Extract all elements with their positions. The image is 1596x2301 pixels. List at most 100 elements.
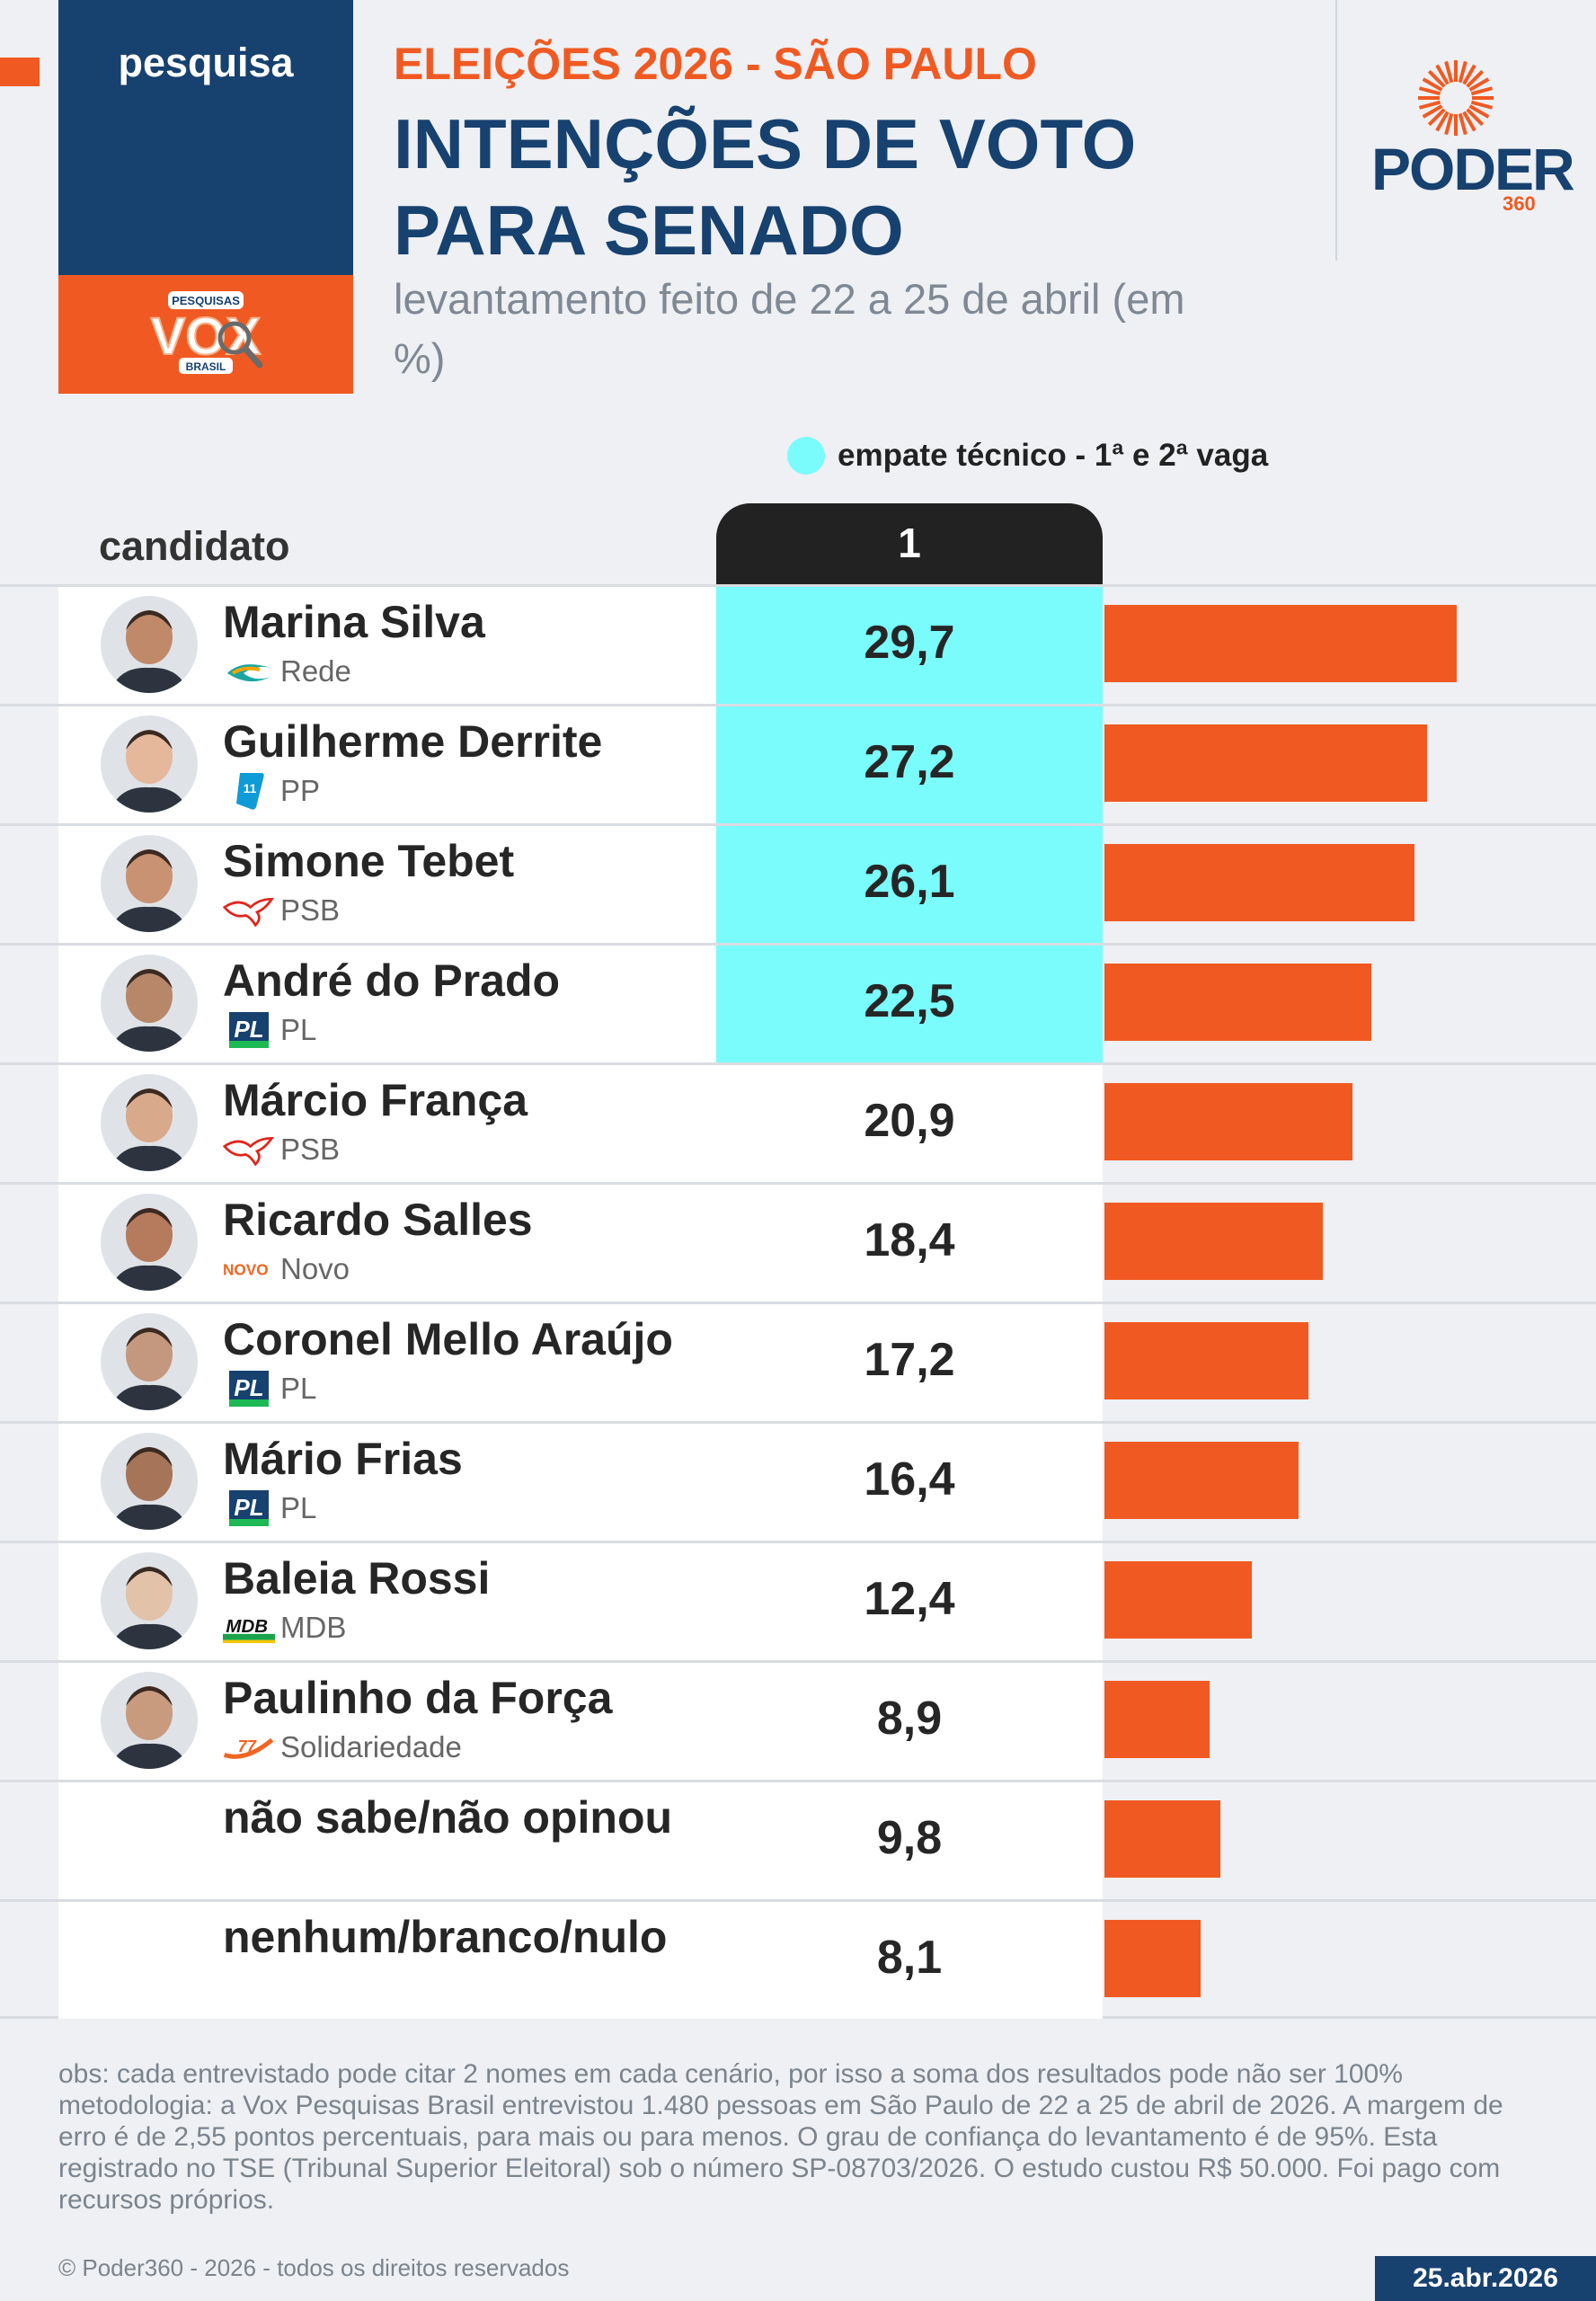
candidate-name: não sabe/não opinou [223,1792,673,1843]
party-label: PSB [280,1133,341,1166]
sun-ray [1470,100,1494,110]
sun-ray [1470,86,1494,96]
header-note: levantamento feito de 22 a 25 de abril (… [394,275,1185,382]
data-label: 17,2 [864,1334,955,1386]
sun-ray [1462,111,1476,132]
sun-ray [1466,69,1485,88]
table-row: Márcio França PSB 20,9 [0,1062,1596,1182]
bar [1104,724,1427,802]
table-row: Paulinho da Força 77 Solidariedade 8,9 [0,1660,1596,1780]
value-cell [696,1782,1103,1899]
obs-note: obs: cada entrevistado pode citar 2 nome… [58,2059,1403,2089]
candidate-party: PL PL [223,1012,316,1048]
value-cell [696,1543,1103,1660]
mdb-logo-icon: MDB [223,1610,275,1646]
svg-text:PL: PL [234,1016,263,1043]
candidate-party: NOVO Novo [223,1251,350,1287]
candidate-avatar [101,1194,198,1291]
bar [1104,844,1414,921]
sun-ray [1466,108,1485,127]
data-label: 8,9 [876,1692,943,1745]
svg-text:PL: PL [234,1494,263,1521]
sun-ray [1435,111,1450,132]
party-label: Novo [280,1252,350,1285]
candidate-avatar [101,715,198,813]
data-label: 12,4 [864,1573,955,1625]
data-label: 29,7 [864,617,955,669]
party-label: MDB [280,1611,347,1644]
party-label: Rede [280,654,351,688]
table-row: não sabe/não opinou 9,8 [0,1780,1596,1899]
header-divider [1335,0,1337,261]
candidate-name: Baleia Rossi [223,1553,491,1604]
svg-text:PESQUISAS: PESQUISAS [172,294,240,307]
footer-notes: obs: cada entrevistado pode citar 2 nome… [58,2058,1550,2216]
table-row: nenhum/branco/nulo 8,1 [0,1899,1596,2019]
poder-brand-name: PODER [1371,136,1575,202]
poder-brand-number: 360 [1503,192,1536,215]
value-cell [696,1065,1103,1182]
table-row: Marina Silva Rede 29,7 [0,584,1596,704]
novo-logo-icon: NOVO [223,1251,275,1287]
candidate-avatar [101,1672,198,1769]
party-label: PL [280,1013,317,1046]
data-label: 8,1 [876,1932,943,1984]
bar [1104,1800,1220,1878]
svg-text:BRASIL: BRASIL [186,360,226,373]
bar [1104,1681,1210,1758]
table-row: Guilherme Derrite 11 PP 27,2 [0,704,1596,823]
candidate-avatar [101,955,198,1052]
candidate-name: nenhum/branco/nulo [223,1912,668,1962]
candidate-name: Paulinho da Força [223,1673,613,1723]
legend-label: empate técnico - 1ª e 2ª vaga [838,438,1269,473]
bar [1104,1920,1201,1997]
sun-ray [1462,64,1476,85]
bar [1104,1442,1299,1519]
candidate-name: Mário Frias [223,1434,463,1484]
candidate-name: André do Prado [223,955,561,1006]
vox-pesquisas-logo: PESQUISAS VOX BRASIL [150,291,263,374]
data-label: 9,8 [876,1812,943,1864]
page-title: INTENÇÕES DE VOTO PARA SENADO [394,104,1137,270]
technical-tie-highlight [716,826,1103,943]
table-row: Mário Frias PL PL 16,4 [0,1421,1596,1541]
svg-text:11: 11 [244,781,257,795]
psb-logo-icon [223,1132,275,1168]
party-label: Solidariedade [280,1730,462,1764]
candidate-avatar [101,1552,198,1649]
technical-tie-highlight [716,946,1103,1062]
value-cell [696,1424,1103,1541]
results-table: Marina Silva Rede 29,7 Guilherme Derrite 11 P… [0,584,1596,2019]
pl-logo-icon: PL [223,1012,275,1048]
vox-logo-panel: PESQUISAS VOX BRASIL [58,275,353,394]
candidate-party: Rede [223,653,351,689]
svg-text:MDB: MDB [226,1616,268,1637]
data-label: 27,2 [864,736,955,788]
candidate-avatar [101,596,198,693]
sun-ray [1444,112,1454,136]
candidate-name: Márcio França [223,1075,528,1125]
bar [1104,1203,1323,1280]
party-label: PSB [280,893,341,927]
candidate-avatar [101,1074,198,1171]
sun-ray [1468,77,1490,92]
svg-text:NOVO: NOVO [223,1260,269,1278]
sun-ray [1444,60,1454,84]
data-label: 26,1 [864,856,955,908]
candidate-party: PL PL [223,1371,316,1407]
sun-ray [1468,104,1490,119]
candidate-party: 11 PP [223,773,320,810]
candidate-party: 77 Solidariedade [223,1729,462,1765]
solidariedade-logo-icon: 77 [223,1729,275,1765]
legend-swatch-tie [787,437,825,475]
table-row: Coronel Mello Araújo PL PL 17,2 [0,1302,1596,1421]
candidate-name: Ricardo Salles [223,1195,533,1245]
header-subtitle: ELEIÇÕES 2026 - SÃO PAULO [394,39,1037,89]
table-row: André do Prado PL PL 22,5 [0,943,1596,1062]
bar [1104,964,1371,1041]
sun-ray [1458,112,1467,136]
value-cell [696,1902,1103,2019]
svg-text:77: 77 [238,1737,257,1755]
value-cell [696,1304,1103,1421]
technical-tie-highlight [716,706,1103,823]
